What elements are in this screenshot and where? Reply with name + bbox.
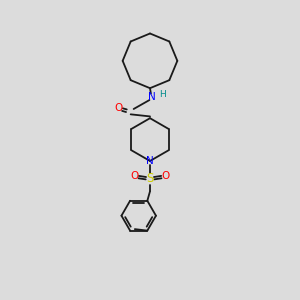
Text: N: N [148,92,155,101]
Text: O: O [161,172,169,182]
Text: O: O [130,172,139,182]
Text: O: O [114,103,122,113]
Text: N: N [146,156,154,166]
Text: S: S [146,172,154,185]
Text: H: H [159,90,166,99]
